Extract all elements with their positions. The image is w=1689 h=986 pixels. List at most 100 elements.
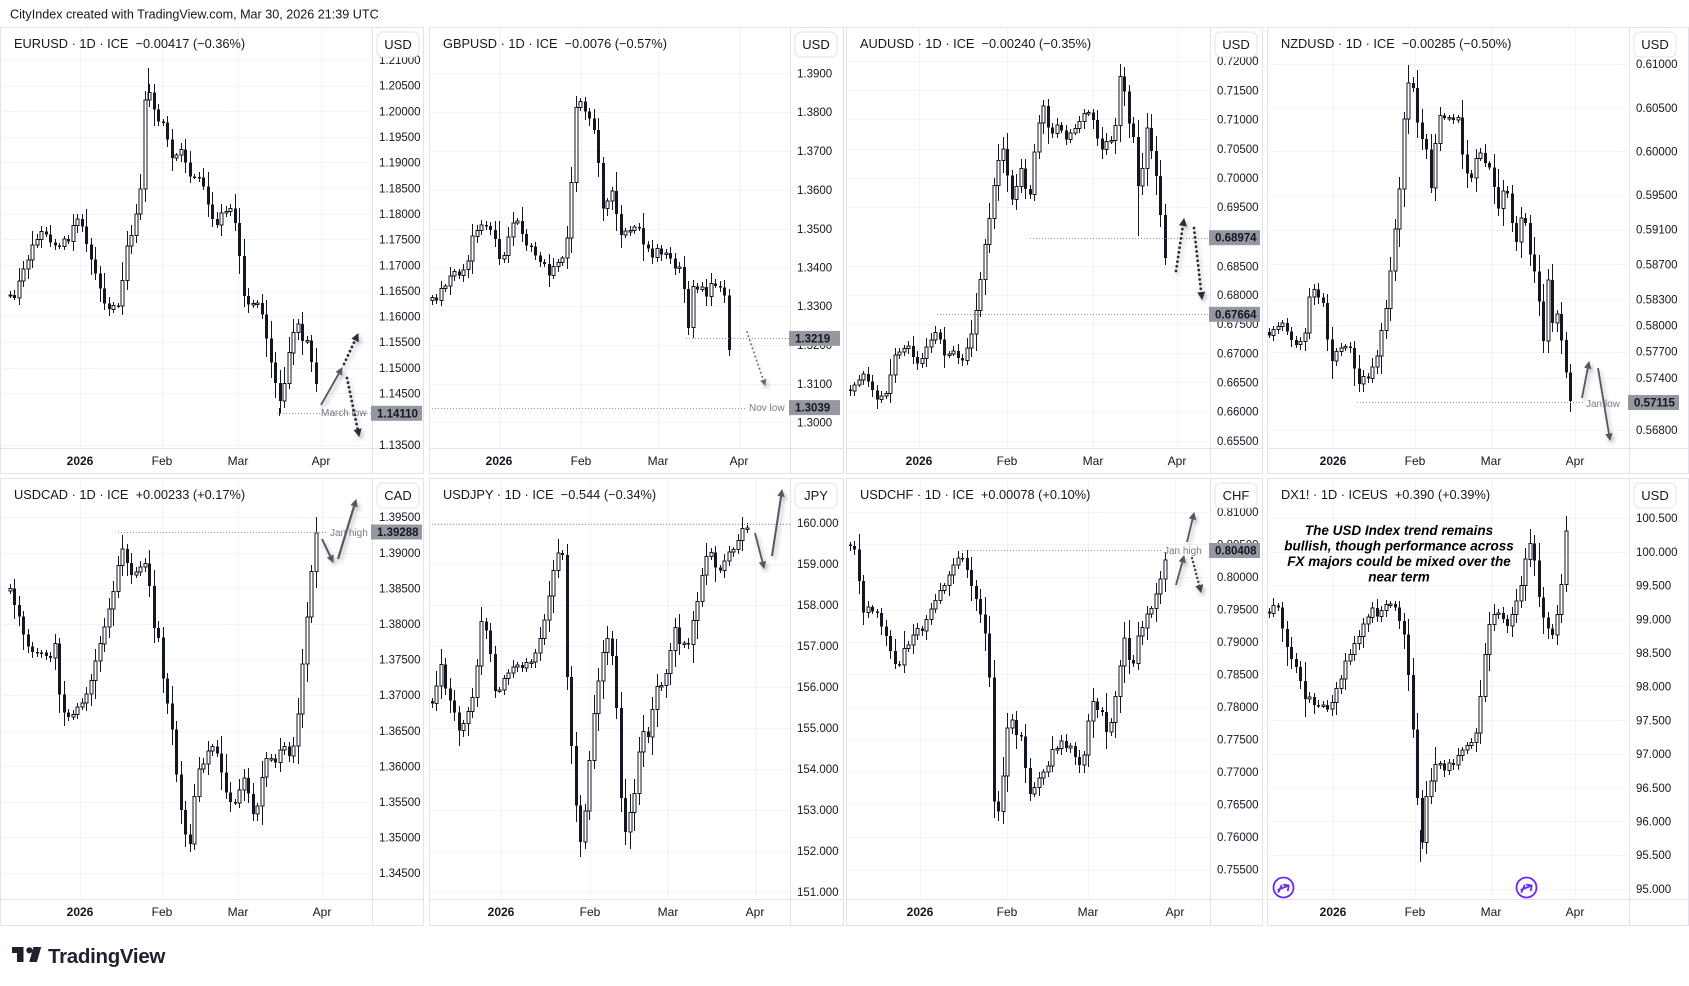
svg-text:0.75500: 0.75500 [1217,865,1259,877]
svg-text:Apr: Apr [312,454,331,468]
svg-text:0.58700: 0.58700 [1636,260,1678,272]
svg-text:Mar: Mar [1481,454,1502,468]
svg-text:Apr: Apr [1166,905,1185,919]
svg-text:0.60000: 0.60000 [1636,146,1678,158]
svg-text:Mar: Mar [228,454,249,468]
svg-text:0.56800: 0.56800 [1636,425,1678,437]
svg-text:1.36000: 1.36000 [379,761,421,773]
svg-text:0.67664: 0.67664 [1215,309,1257,321]
svg-text:0.68974: 0.68974 [1215,233,1257,245]
svg-text:2026: 2026 [1320,454,1347,468]
svg-text:160.000: 160.000 [797,518,839,530]
svg-text:2026: 2026 [1320,905,1347,919]
svg-text:USDCAD · 1D · ICE +0.00233 (+: USDCAD · 1D · ICE +0.00233 (+0.17%) [14,487,245,502]
svg-text:100.000: 100.000 [1636,547,1678,559]
svg-text:0.80408: 0.80408 [1215,546,1257,558]
svg-text:0.71500: 0.71500 [1217,85,1259,97]
svg-text:1.14110: 1.14110 [377,408,418,420]
svg-text:96.000: 96.000 [1636,817,1671,829]
svg-text:1.17000: 1.17000 [379,260,421,272]
svg-text:0.81000: 0.81000 [1217,507,1259,519]
svg-text:JPY: JPY [804,488,828,503]
svg-text:EURUSD · 1D · ICE −0.00417 (−: EURUSD · 1D · ICE −0.00417 (−0.36%) [14,36,245,51]
svg-text:USD: USD [1641,488,1668,503]
svg-text:1.38000: 1.38000 [379,619,421,631]
svg-text:Mar: Mar [1083,454,1104,468]
svg-text:1.37000: 1.37000 [379,690,421,702]
svg-text:Mar: Mar [1481,905,1502,919]
svg-text:0.68500: 0.68500 [1217,261,1259,273]
svg-text:Feb: Feb [571,454,592,468]
svg-text:0.66500: 0.66500 [1217,378,1259,390]
svg-text:158.000: 158.000 [797,600,839,612]
svg-text:1.16000: 1.16000 [379,312,421,324]
svg-text:Feb: Feb [580,905,601,919]
svg-text:95.500: 95.500 [1636,850,1671,862]
svg-text:USDJPY · 1D · ICE −0.544 (−0.: USDJPY · 1D · ICE −0.544 (−0.34%) [443,487,656,502]
svg-text:0.58000: 0.58000 [1636,321,1678,333]
svg-text:1.39500: 1.39500 [379,512,421,524]
svg-text:98.500: 98.500 [1636,648,1671,660]
svg-text:Feb: Feb [1405,454,1426,468]
svg-text:1.18500: 1.18500 [379,183,421,195]
svg-text:1.3800: 1.3800 [797,107,832,119]
svg-text:99.000: 99.000 [1636,614,1671,626]
svg-text:1.3100: 1.3100 [797,379,832,391]
svg-text:0.67500: 0.67500 [1217,319,1259,331]
svg-text:0.77000: 0.77000 [1217,767,1259,779]
svg-text:0.68000: 0.68000 [1217,290,1259,302]
svg-text:1.19000: 1.19000 [379,158,421,170]
svg-text:1.39288: 1.39288 [377,527,419,539]
svg-text:USDCHF · 1D · ICE +0.00078 (+: USDCHF · 1D · ICE +0.00078 (+0.10%) [860,487,1090,502]
svg-text:153.000: 153.000 [797,805,839,817]
svg-text:151.000: 151.000 [797,887,839,899]
svg-text:0.70500: 0.70500 [1217,144,1259,156]
svg-text:AUDUSD · 1D · ICE −0.00240 (−: AUDUSD · 1D · ICE −0.00240 (−0.35%) [860,36,1091,51]
svg-text:Mar: Mar [648,454,669,468]
svg-text:95.000: 95.000 [1636,884,1671,896]
svg-text:157.000: 157.000 [797,641,839,653]
svg-text:Apr: Apr [313,905,332,919]
svg-text:Apr: Apr [746,905,765,919]
svg-text:1.17500: 1.17500 [379,235,421,247]
svg-text:1.3600: 1.3600 [797,185,832,197]
svg-text:156.000: 156.000 [797,682,839,694]
svg-text:0.59100: 0.59100 [1636,225,1678,237]
svg-text:155.000: 155.000 [797,723,839,735]
svg-text:1.20500: 1.20500 [379,81,421,93]
svg-text:97.000: 97.000 [1636,749,1671,761]
svg-text:0.70000: 0.70000 [1217,173,1259,185]
svg-text:1.35000: 1.35000 [379,833,421,845]
svg-text:Feb: Feb [997,905,1018,919]
svg-text:1.39000: 1.39000 [379,548,421,560]
svg-text:0.61000: 0.61000 [1636,59,1678,71]
svg-text:159.000: 159.000 [797,559,839,571]
svg-text:2026: 2026 [486,454,513,468]
svg-text:0.71000: 0.71000 [1217,115,1259,127]
svg-text:1.3700: 1.3700 [797,146,832,158]
svg-text:0.59500: 0.59500 [1636,190,1678,202]
svg-text:0.76500: 0.76500 [1217,800,1259,812]
svg-text:Feb: Feb [152,905,173,919]
svg-text:1.18000: 1.18000 [379,209,421,221]
svg-text:March low: March low [321,408,367,419]
svg-text:0.58300: 0.58300 [1636,294,1678,306]
svg-text:1.3500: 1.3500 [797,224,832,236]
svg-text:USD: USD [1641,37,1668,52]
svg-text:100.500: 100.500 [1636,513,1678,525]
svg-text:CHF: CHF [1223,488,1250,503]
svg-text:Feb: Feb [1405,905,1426,919]
svg-text:NZDUSD · 1D · ICE −0.00285 (−: NZDUSD · 1D · ICE −0.00285 (−0.50%) [1281,36,1511,51]
svg-text:1.34500: 1.34500 [379,868,421,880]
svg-text:0.79000: 0.79000 [1217,637,1259,649]
svg-text:Apr: Apr [1566,454,1585,468]
svg-text:TradingView: TradingView [48,945,165,968]
svg-text:0.77500: 0.77500 [1217,735,1259,747]
svg-text:0.60500: 0.60500 [1636,103,1678,115]
svg-text:Feb: Feb [152,454,173,468]
svg-text:Apr: Apr [730,454,749,468]
svg-text:DX1! · 1D · ICEUS +0.390 (+0.: DX1! · 1D · ICEUS +0.390 (+0.39%) [1281,487,1490,502]
svg-text:0.80000: 0.80000 [1217,572,1259,584]
svg-text:1.3400: 1.3400 [797,263,832,275]
